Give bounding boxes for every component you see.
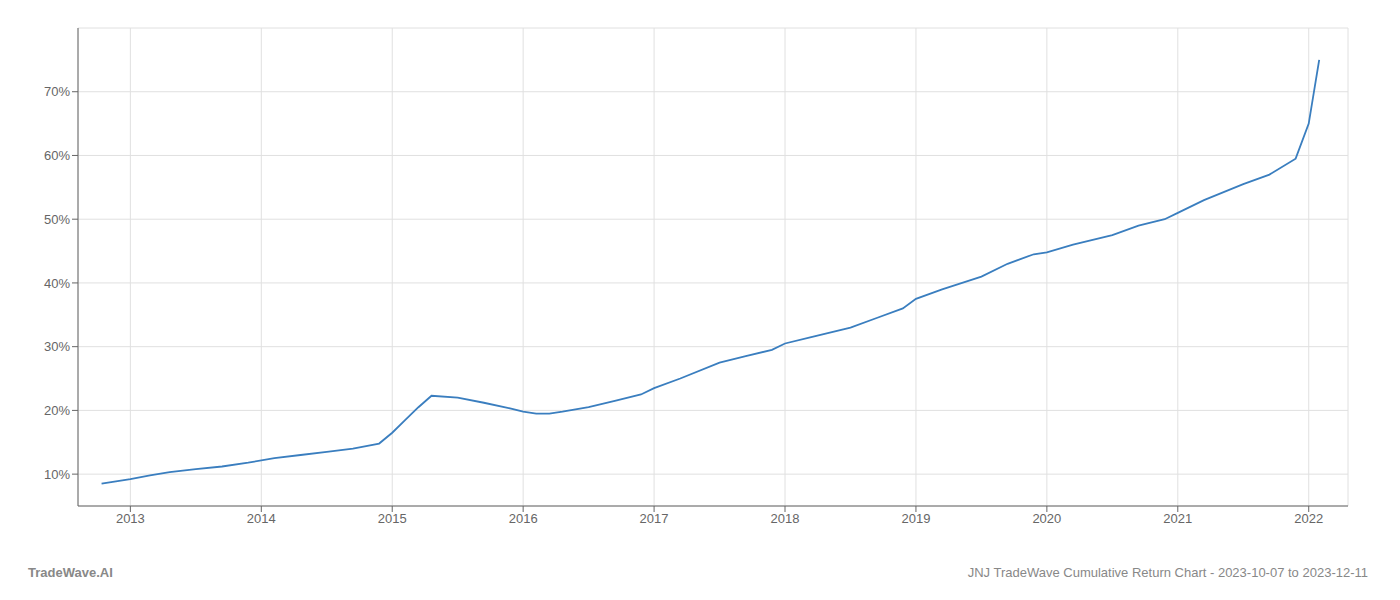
svg-text:2021: 2021 [1163, 511, 1192, 526]
html-text:TradeWave.AI: TradeWave.AI [28, 565, 113, 580]
html-text:JNJ TradeWave Cumulative Retur: JNJ TradeWave Cumulative Return Chart - … [967, 565, 1368, 580]
svg-text:2016: 2016 [509, 511, 538, 526]
svg-text:20%: 20% [44, 403, 70, 418]
svg-text:30%: 30% [44, 339, 70, 354]
svg-text:2020: 2020 [1032, 511, 1061, 526]
svg-text:2019: 2019 [901, 511, 930, 526]
svg-text:10%: 10% [44, 467, 70, 482]
svg-text:2015: 2015 [378, 511, 407, 526]
svg-text:60%: 60% [44, 148, 70, 163]
svg-text:2017: 2017 [640, 511, 669, 526]
svg-text:50%: 50% [44, 212, 70, 227]
svg-text:40%: 40% [44, 276, 70, 291]
svg-text:70%: 70% [44, 84, 70, 99]
svg-text:2013: 2013 [116, 511, 145, 526]
svg-text:2022: 2022 [1294, 511, 1323, 526]
svg-text:2014: 2014 [247, 511, 276, 526]
svg-text:2018: 2018 [771, 511, 800, 526]
